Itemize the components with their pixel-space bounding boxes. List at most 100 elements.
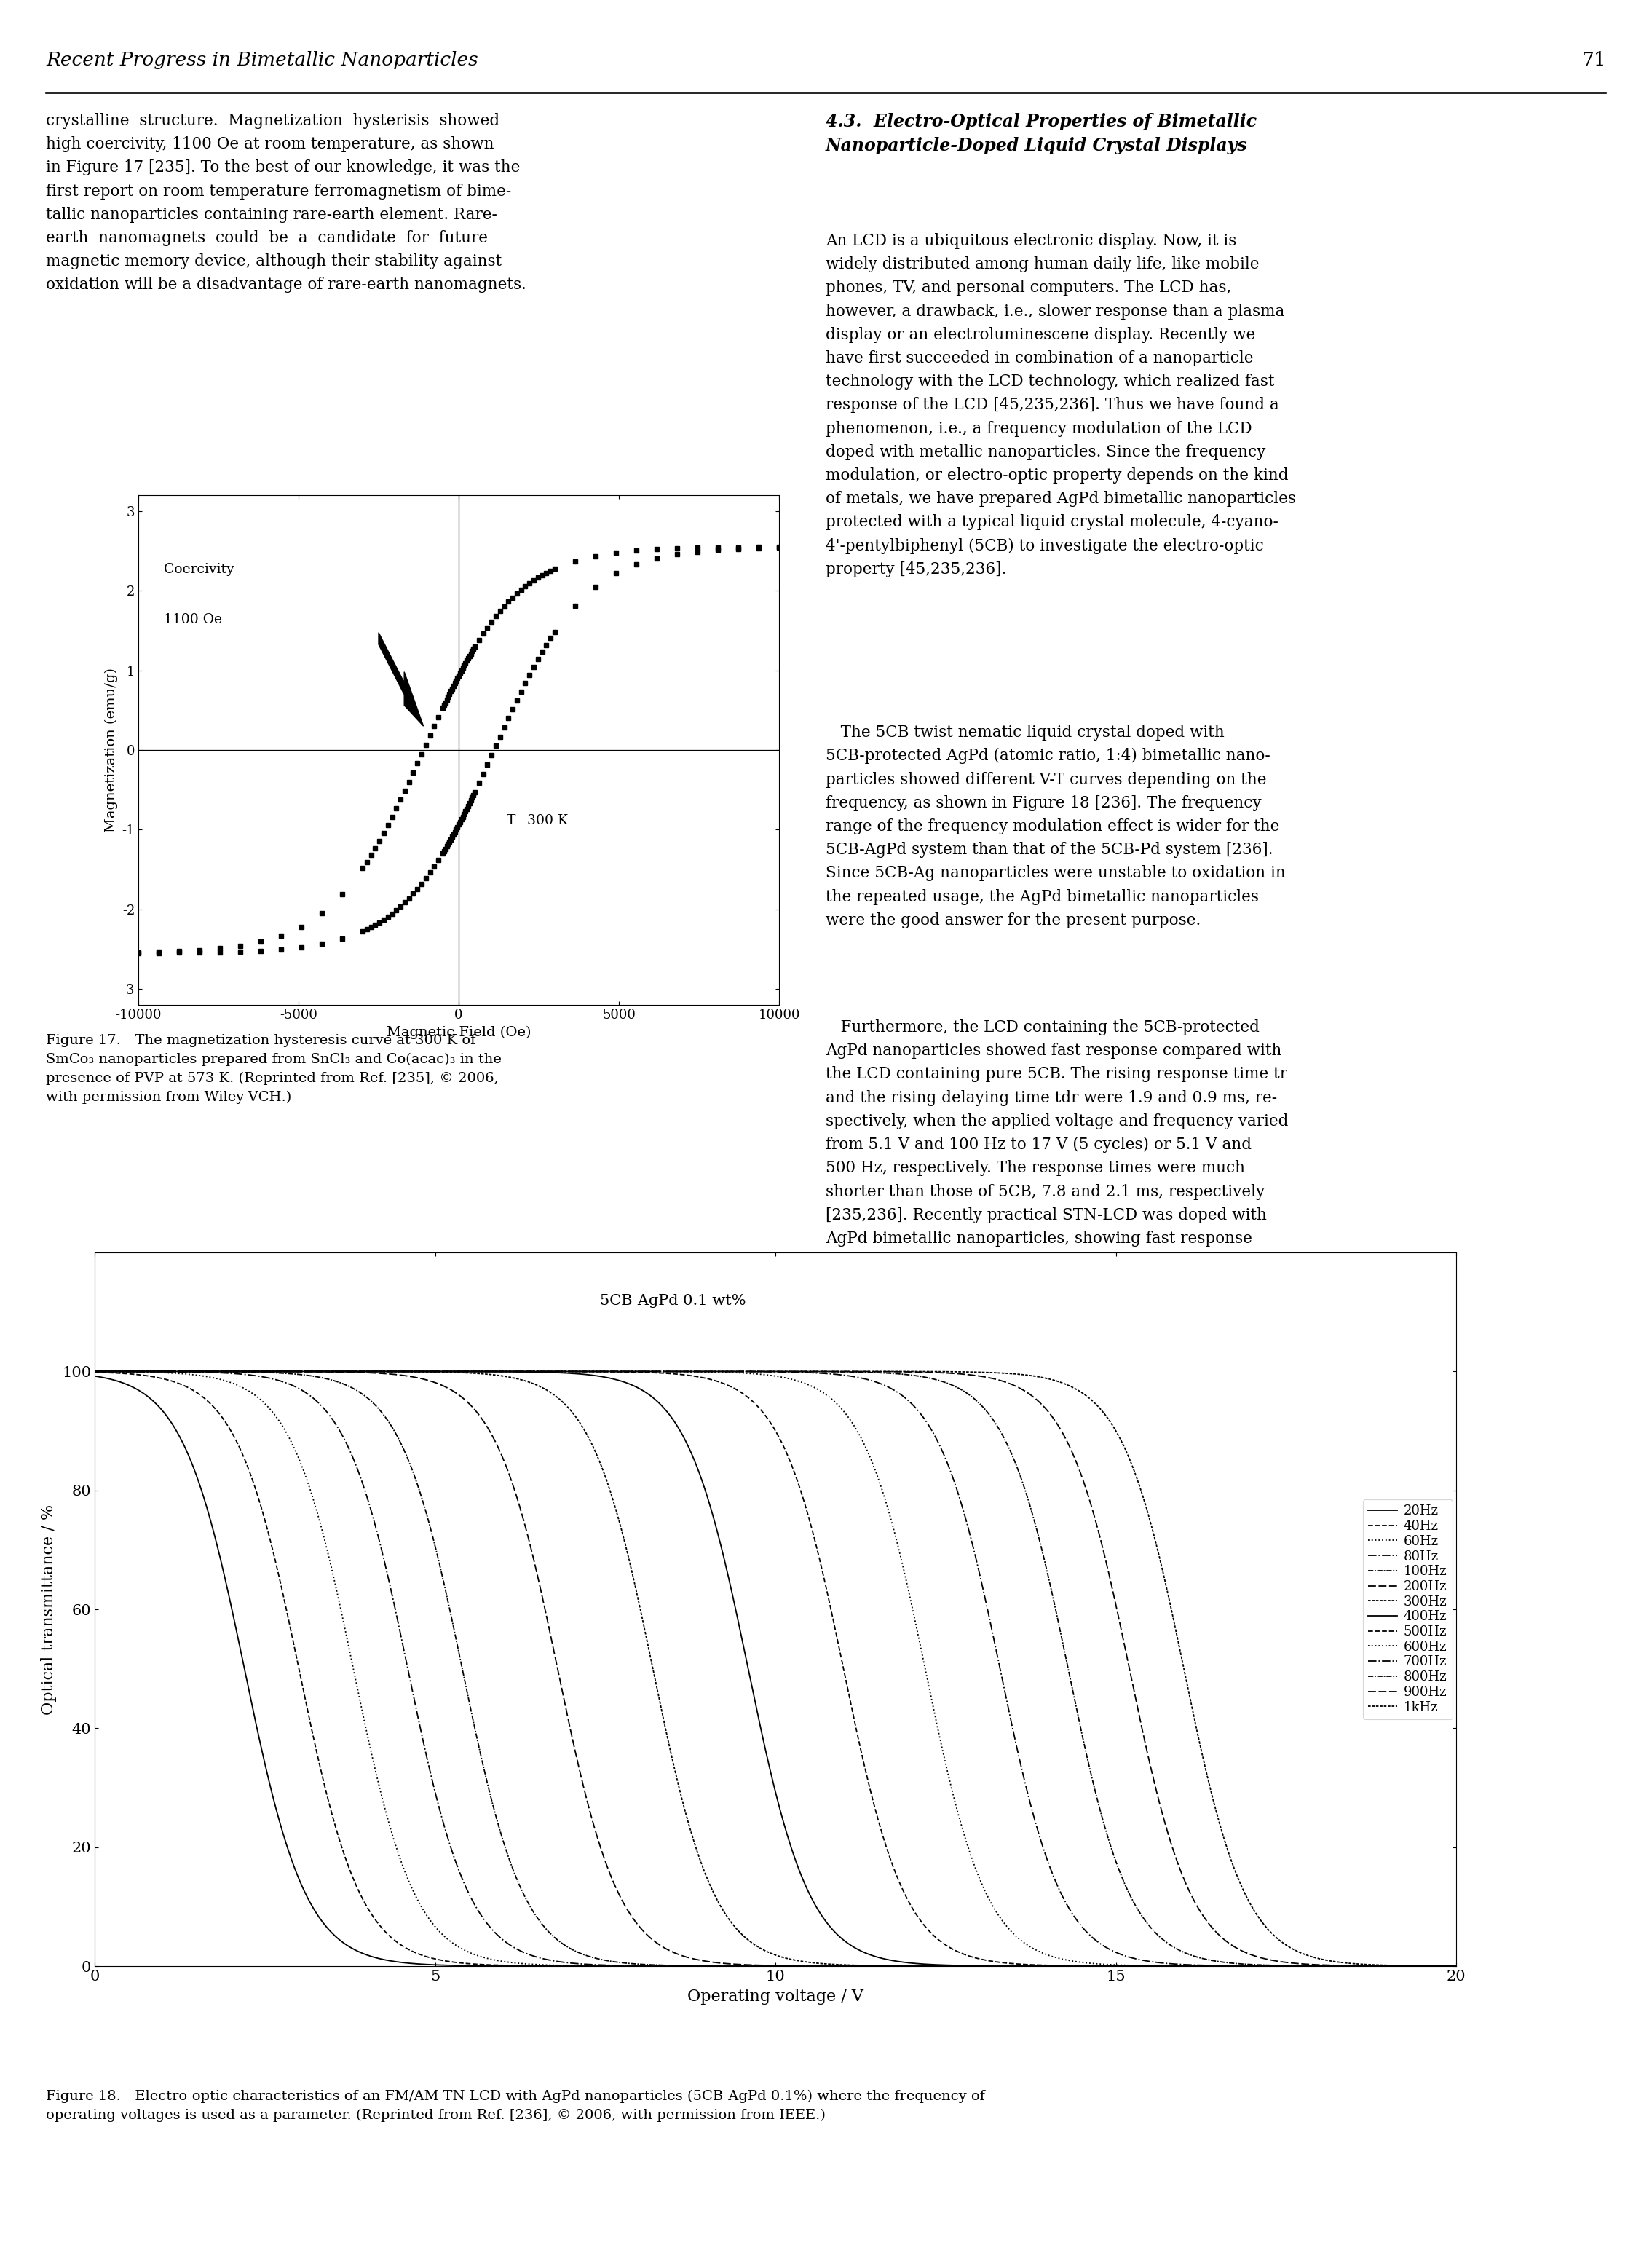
40Hz [1446,1953,1465,1980]
40Hz [1156,1953,1176,1980]
800Hz [84,1359,104,1386]
60Hz [1446,1953,1465,1980]
300Hz [1446,1953,1465,1980]
100Hz [747,1953,767,1980]
900Hz [1406,1953,1426,1980]
40Hz [1408,1953,1427,1980]
Text: Furthermore, the LCD containing the 5CB-protected
AgPd nanoparticles showed fast: Furthermore, the LCD containing the 5CB-… [826,1018,1289,1246]
500Hz [84,1359,104,1386]
60Hz [154,1359,173,1386]
80Hz [1156,1953,1176,1980]
Text: crystalline  structure.  Magnetization  hysterisis  showed
high coercivity, 1100: crystalline structure. Magnetization hys… [46,113,527,293]
300Hz [747,1933,767,1960]
600Hz [1156,1953,1176,1980]
FancyArrow shape [378,633,423,725]
700Hz [1446,1953,1465,1980]
60Hz [1408,1953,1427,1980]
600Hz [1408,1953,1427,1980]
400Hz [710,1530,730,1557]
800Hz [710,1359,730,1386]
Line: 300Hz: 300Hz [94,1372,1455,1967]
200Hz [1446,1953,1465,1980]
Line: 900Hz: 900Hz [94,1372,1455,1967]
900Hz [1156,1816,1176,1843]
400Hz [1446,1953,1465,1980]
300Hz [84,1359,104,1386]
Line: 40Hz: 40Hz [94,1372,1455,1967]
800Hz [747,1359,767,1386]
400Hz [154,1359,173,1386]
100Hz [1156,1953,1176,1980]
100Hz [154,1359,173,1386]
1kHz [1406,1953,1426,1980]
80Hz [1408,1953,1427,1980]
Text: T=300 K: T=300 K [507,813,568,827]
200Hz [1408,1953,1427,1980]
80Hz [1446,1953,1465,1980]
Text: 5CB-AgPd 0.1 wt%: 5CB-AgPd 0.1 wt% [600,1293,747,1309]
200Hz [747,1951,767,1978]
100Hz [1406,1953,1426,1980]
Line: 100Hz: 100Hz [94,1372,1455,1967]
20Hz [154,1399,173,1426]
500Hz [1446,1953,1465,1980]
80Hz [710,1953,730,1980]
900Hz [747,1359,767,1386]
700Hz [747,1359,767,1386]
400Hz [747,1697,767,1724]
100Hz [1408,1953,1427,1980]
100Hz [710,1953,730,1980]
60Hz [84,1359,104,1386]
700Hz [1408,1953,1427,1980]
400Hz [1406,1953,1426,1980]
20Hz [84,1363,104,1390]
100Hz [84,1359,104,1386]
Line: 1kHz: 1kHz [94,1372,1455,1967]
200Hz [1406,1953,1426,1980]
700Hz [710,1359,730,1386]
300Hz [154,1359,173,1386]
20Hz [1408,1953,1427,1980]
40Hz [710,1953,730,1980]
500Hz [747,1392,767,1419]
Y-axis label: Magnetization (emu/g): Magnetization (emu/g) [104,667,117,831]
Line: 800Hz: 800Hz [94,1372,1455,1967]
Text: 71: 71 [1581,52,1606,70]
60Hz [1156,1953,1176,1980]
40Hz [84,1359,104,1386]
Text: The 5CB twist nematic liquid crystal doped with
5CB-protected AgPd (atomic ratio: The 5CB twist nematic liquid crystal dop… [826,725,1285,928]
20Hz [1446,1953,1465,1980]
300Hz [710,1893,730,1920]
600Hz [710,1359,730,1386]
1kHz [1446,1953,1465,1980]
Line: 80Hz: 80Hz [94,1372,1455,1967]
500Hz [1156,1953,1176,1980]
1kHz [747,1359,767,1386]
60Hz [710,1953,730,1980]
40Hz [1406,1953,1426,1980]
1kHz [84,1359,104,1386]
Text: 4.3.  Electro-Optical Properties of Bimetallic
Nanoparticle-Doped Liquid Crystal: 4.3. Electro-Optical Properties of Bimet… [826,113,1257,155]
Text: Coercivity: Coercivity [164,563,235,577]
100Hz [1446,1953,1465,1980]
700Hz [1156,1949,1176,1976]
Y-axis label: Optical transmittance / %: Optical transmittance / % [41,1505,56,1715]
80Hz [84,1359,104,1386]
Legend: 20Hz, 40Hz, 60Hz, 80Hz, 100Hz, 200Hz, 300Hz, 400Hz, 500Hz, 600Hz, 700Hz, 800Hz, : 20Hz, 40Hz, 60Hz, 80Hz, 100Hz, 200Hz, 30… [1363,1500,1452,1719]
Line: 700Hz: 700Hz [94,1372,1455,1967]
Text: An LCD is a ubiquitous electronic display. Now, it is
widely distributed among h: An LCD is a ubiquitous electronic displa… [826,232,1295,577]
900Hz [1446,1953,1465,1980]
800Hz [1408,1953,1427,1980]
1kHz [710,1359,730,1386]
600Hz [154,1359,173,1386]
900Hz [710,1359,730,1386]
200Hz [710,1949,730,1976]
600Hz [1446,1953,1465,1980]
Line: 500Hz: 500Hz [94,1372,1455,1967]
600Hz [84,1359,104,1386]
Line: 600Hz: 600Hz [94,1372,1455,1967]
800Hz [1156,1929,1176,1956]
800Hz [1446,1953,1465,1980]
20Hz [1406,1953,1426,1980]
80Hz [154,1359,173,1386]
